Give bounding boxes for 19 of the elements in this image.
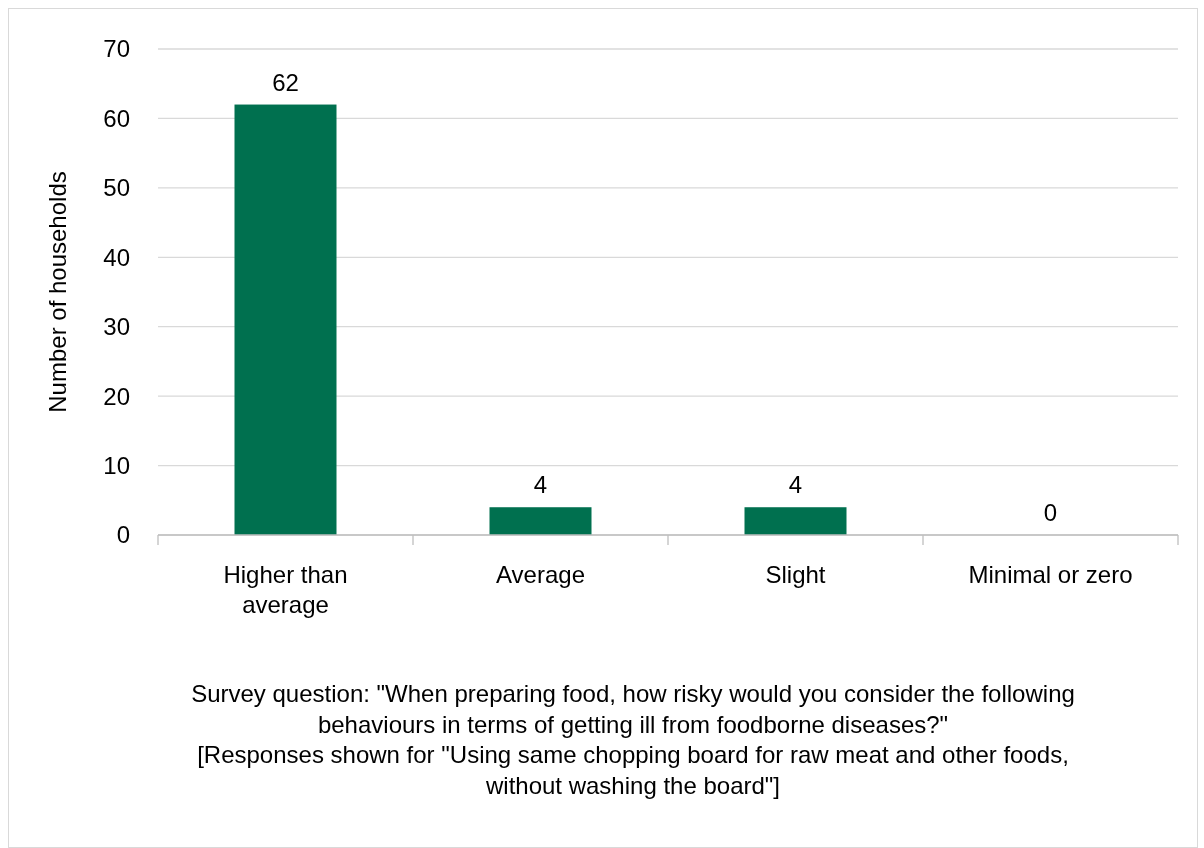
text: [Responses shown for "Using same chopping board for raw meat and other foods, without washing the board"]	[197, 741, 1069, 799]
y-tick-label: 40	[103, 243, 130, 271]
x-tick-label: Higher than average	[223, 561, 348, 618]
data-label: 4	[533, 471, 548, 499]
data-label: 0	[1043, 499, 1058, 526]
x-tick-label: Minimal or zero	[968, 561, 1133, 588]
y-axis-title: Number of households	[44, 171, 71, 413]
text: Survey question: "When preparing food, how risky would you consider the following behaviours in terms of getting ill from foodborne diseases?"	[191, 680, 1075, 738]
y-tick-label: 70	[103, 35, 130, 63]
y-tick-label: 20	[103, 382, 130, 410]
y-tick-label: 10	[103, 451, 130, 479]
data-label: 4	[788, 471, 803, 499]
data-label: 62	[272, 68, 299, 96]
y-tick-label: 30	[103, 313, 130, 341]
x-tick-label: Average	[496, 561, 585, 588]
y-tick-label: 60	[103, 104, 130, 132]
x-tick-label: Slight	[765, 561, 826, 588]
y-tick-label: 50	[103, 174, 130, 202]
y-tick-label: 0	[116, 521, 130, 549]
